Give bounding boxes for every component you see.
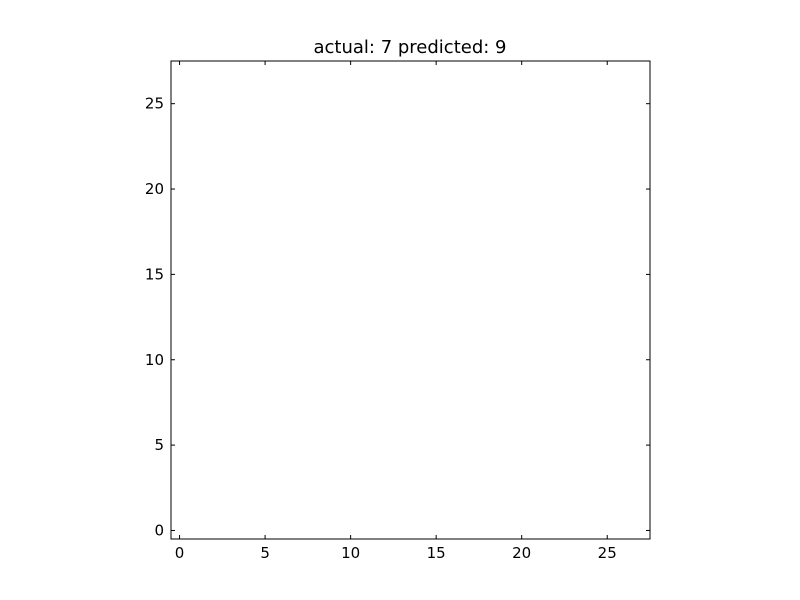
x-tick-label: 25 (598, 544, 617, 562)
x-tick-label: 20 (512, 544, 531, 562)
x-tick-label: 10 (341, 544, 360, 562)
y-tick-label: 5 (154, 436, 164, 454)
y-tick-label: 10 (145, 351, 164, 369)
y-tick-label: 20 (145, 180, 164, 198)
x-tick-label: 0 (175, 544, 185, 562)
x-tick-label: 15 (427, 544, 446, 562)
y-tick-label: 15 (145, 265, 164, 283)
chart-title: actual: 7 predicted: 9 (313, 37, 506, 58)
plot-frame (170, 60, 651, 540)
y-tick-label: 0 (154, 521, 164, 539)
plot-background (171, 61, 650, 539)
axis-ticks: 0 5 10 15 20 25 0 5 10 15 20 25 (145, 61, 650, 562)
y-tick-label: 25 (145, 95, 164, 113)
x-tick-label: 5 (260, 544, 270, 562)
